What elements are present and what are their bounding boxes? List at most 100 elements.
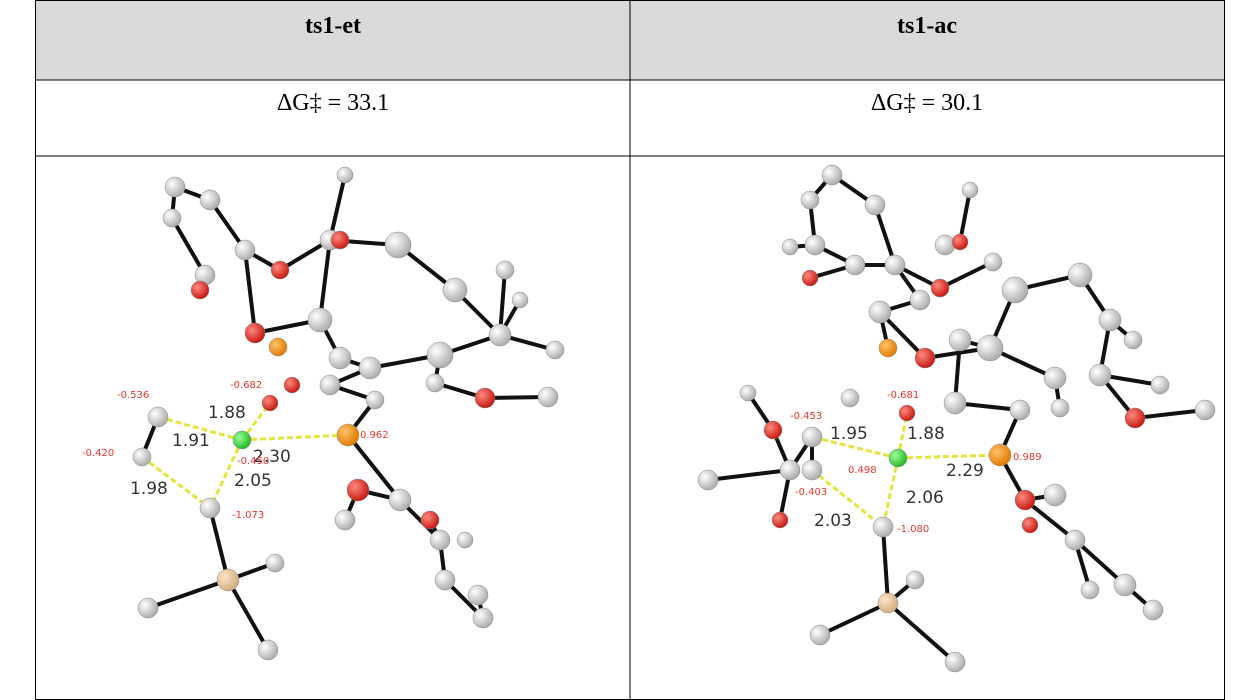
distance-label: 1.98 (130, 479, 168, 499)
atom (148, 407, 168, 427)
charge-label: 0.962 (360, 430, 389, 441)
atom (873, 517, 893, 537)
table: ts1-et ts1-ac ΔG‡ = 33.1 ΔG‡ = 30.1 (35, 0, 1225, 700)
atom (810, 625, 830, 645)
atom (430, 530, 450, 550)
atom (489, 324, 511, 346)
bond (708, 470, 790, 480)
bond (883, 527, 888, 603)
atom (910, 290, 930, 310)
atom (915, 348, 935, 368)
atom (191, 281, 209, 299)
interaction (898, 455, 1000, 458)
atom (780, 460, 800, 480)
bond (888, 603, 955, 662)
atom (1044, 484, 1066, 506)
charge-label: -1.073 (232, 510, 264, 521)
atom (421, 511, 439, 529)
cell: ΔG‡ = 33.1 (277, 90, 389, 116)
atom (889, 449, 907, 467)
distance-label: 2.05 (234, 471, 272, 491)
atom (468, 585, 488, 605)
charge-label: -0.681 (887, 390, 919, 401)
atom (952, 234, 968, 250)
atom (698, 470, 718, 490)
atom (962, 182, 978, 198)
atom (269, 338, 287, 356)
atom (1124, 331, 1142, 349)
atom (245, 323, 265, 343)
atom (1114, 574, 1136, 596)
atom (308, 308, 332, 332)
cell: ΔG‡ = 30.1 (871, 90, 983, 116)
atom (984, 253, 1002, 271)
distance-label: 2.29 (946, 461, 984, 481)
atom (165, 177, 185, 197)
atom (945, 652, 965, 672)
atom (546, 341, 564, 359)
atom (1099, 309, 1121, 331)
atom (163, 209, 181, 227)
atom (266, 554, 284, 572)
distance-label: 2.06 (906, 488, 944, 508)
bond (228, 580, 268, 650)
atom (989, 444, 1011, 466)
atom (935, 235, 955, 255)
distance-label: 1.91 (172, 431, 210, 451)
charge-label: -0.450 (237, 456, 269, 467)
atom (949, 329, 971, 351)
atom (1015, 490, 1035, 510)
atom (906, 571, 924, 589)
interaction (242, 435, 348, 440)
molecules (133, 165, 1215, 672)
atom (235, 240, 255, 260)
atom (1151, 376, 1169, 394)
atom (475, 388, 495, 408)
distance-label: 2.03 (814, 511, 852, 531)
atom (977, 335, 1003, 361)
table-borders (35, 0, 1225, 700)
atom (473, 608, 493, 628)
charge-label: 0.498 (848, 465, 877, 476)
atom (337, 167, 353, 183)
charge-label: -1.080 (897, 524, 929, 535)
atom (931, 279, 949, 297)
atom (885, 255, 905, 275)
atom (512, 292, 528, 308)
atom (801, 191, 819, 209)
atom (1125, 408, 1145, 428)
atom (802, 427, 822, 447)
atom (1044, 367, 1066, 389)
charge-label: -0.536 (117, 390, 149, 401)
atom (865, 195, 885, 215)
distance-label: 1.95 (830, 424, 868, 444)
distance-label: 1.88 (208, 403, 246, 423)
atom (1022, 517, 1038, 533)
atom (133, 448, 151, 466)
atom (457, 532, 473, 548)
atom (320, 375, 340, 395)
atom (262, 395, 278, 411)
atom (426, 374, 444, 392)
atom (335, 510, 355, 530)
distance-label: 1.88 (907, 424, 945, 444)
charge-label: -0.403 (795, 487, 827, 498)
atom (258, 640, 278, 660)
atom (1089, 364, 1111, 386)
atom (1143, 600, 1163, 620)
atom (1051, 399, 1069, 417)
atom (200, 190, 220, 210)
atom (385, 232, 411, 258)
atom (233, 431, 251, 449)
header-cell: ts1-ac (897, 13, 957, 39)
atom (1081, 581, 1099, 599)
page: ts1-et ts1-ac ΔG‡ = 33.1 ΔG‡ = 30.1 1.88… (0, 0, 1260, 700)
atom (329, 347, 351, 369)
bond (820, 603, 888, 635)
bond (1135, 410, 1205, 418)
bond (245, 250, 255, 333)
atom (879, 339, 897, 357)
atom (443, 278, 467, 302)
atom (1010, 400, 1030, 420)
atom (782, 239, 798, 255)
